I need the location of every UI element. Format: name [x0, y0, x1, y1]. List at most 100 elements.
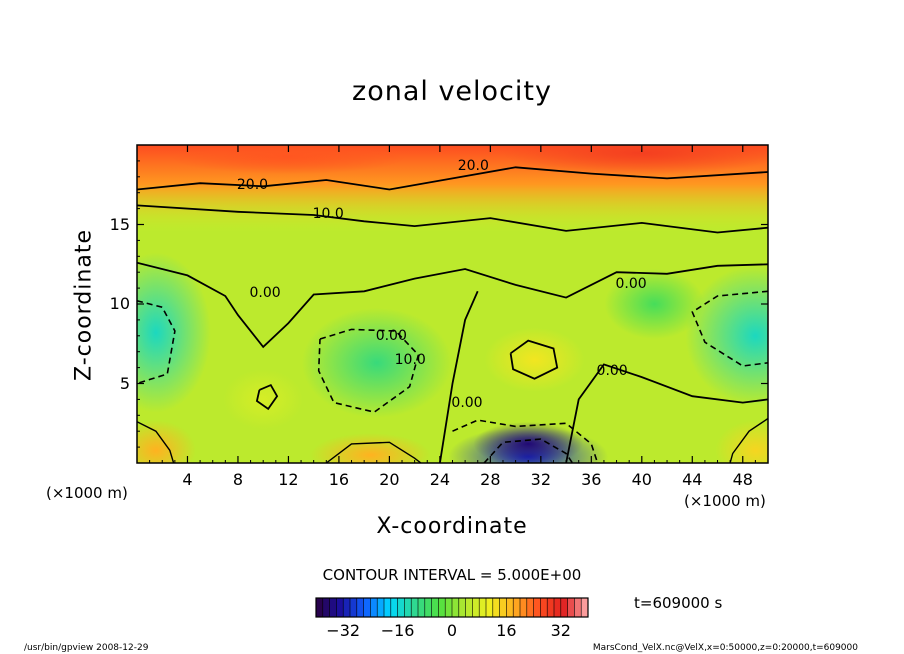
x-tick-label: 8: [232, 470, 244, 489]
colorbar-segment: [526, 598, 534, 617]
heatmap-warm-cell: [223, 369, 304, 430]
contour-line-positive: [325, 441, 422, 463]
colorbar-segment: [343, 598, 351, 617]
contour-label: 10.0: [312, 205, 344, 222]
heatmap-cold-cell: [604, 269, 705, 339]
y-tick-label: 5: [119, 373, 130, 393]
contour-line-positive: [729, 417, 768, 463]
heatmap-warm-cell: [484, 327, 585, 392]
colorbar-segment: [520, 598, 528, 617]
contour-line-negative: [691, 290, 768, 367]
x-tick-label: 40: [631, 470, 652, 489]
colorbar-segment: [533, 598, 541, 617]
contour-label: 10.0: [394, 352, 426, 369]
x-tick-label: 12: [278, 470, 299, 489]
x-tick-label: 44: [682, 470, 703, 489]
colorbar-segment: [445, 598, 453, 617]
contour-label: 20.0: [236, 177, 269, 194]
contour-line-0: [137, 261, 768, 349]
colorbar-segment: [581, 598, 589, 617]
colorbar-segment: [472, 598, 480, 617]
colorbar-segment: [431, 598, 439, 617]
colorbar-segment: [329, 598, 337, 617]
colorbar-tick-label: −16: [380, 621, 415, 640]
x-tick-label: 32: [530, 470, 551, 489]
colorbar-segment: [458, 598, 466, 617]
footer-right: MarsCond_VelX.nc@VelX,x=0:50000,z=0:2000…: [592, 643, 858, 653]
contour-line-negative: [137, 300, 176, 385]
contour-label: 20.0: [457, 158, 489, 175]
heatmap-cold-cell: [473, 421, 584, 463]
colorbar-segment: [377, 598, 385, 617]
x-tick-label: 4: [182, 470, 193, 489]
y-tick-label: 10: [109, 294, 130, 313]
y-axis-unit: (×1000 m): [46, 484, 128, 502]
colorbar-segment: [574, 598, 582, 617]
contour-line-0: [439, 290, 479, 463]
contour-line-warm-cell: [255, 383, 279, 411]
colorbar-segment: [554, 598, 562, 617]
colorbar-segment: [465, 598, 473, 617]
x-axis-unit: (×1000 m): [684, 492, 766, 510]
colorbar-segment: [424, 598, 432, 617]
colorbar-segment: [547, 598, 555, 617]
colorbar-segment: [370, 598, 378, 617]
colorbar-segment: [499, 598, 507, 617]
x-axis-label: X-coordinate: [376, 514, 528, 539]
colorbar-frame: [315, 597, 589, 618]
time-label: t=609000 s: [634, 594, 723, 612]
colorbar-segment: [363, 598, 371, 617]
colorbar-segment: [452, 598, 460, 617]
x-tick-label: 24: [429, 470, 451, 489]
x-tick-label: 28: [480, 470, 501, 489]
contour-line-0: [565, 363, 768, 463]
contour-label: 0.00: [249, 285, 281, 302]
colorbar-segment: [322, 598, 330, 617]
contour-label: 0.00: [615, 275, 647, 292]
colorbar-segment: [492, 598, 500, 617]
contour-line-warm-cell: [509, 339, 559, 380]
contour-lines: [137, 166, 768, 463]
colorbar-segment: [479, 598, 487, 617]
x-tick-label: 16: [328, 470, 350, 489]
colorbar-segment: [506, 598, 514, 617]
colorbar-segment: [567, 598, 575, 617]
heatmap-cold-cell: [685, 265, 768, 406]
colorbar-segment: [316, 598, 324, 617]
contour-line-negative: [452, 419, 599, 463]
colorbar-tick-label: 32: [550, 621, 571, 640]
x-tick-label: 36: [581, 470, 602, 489]
colorbar-segment: [336, 598, 344, 617]
contour-line-10: [137, 204, 768, 234]
heatmap-warm-patch: [501, 145, 768, 175]
contour-line-positive: [137, 421, 175, 463]
contour-line-negative: [317, 328, 420, 413]
colorbar-segment: [418, 598, 426, 617]
heatmap-warm-patch: [168, 145, 409, 175]
heatmap-cold-cell: [301, 307, 452, 418]
x-tick-label: 20: [379, 470, 400, 489]
contour-line-20: [137, 166, 768, 191]
chart-title: zonal velocity: [352, 76, 552, 107]
colorbar-segment: [397, 598, 405, 617]
contour-label: 0.00: [375, 328, 407, 345]
x-tick-label: 48: [732, 470, 753, 489]
colorbar-segment: [384, 598, 392, 617]
contour-label: 0.00: [596, 363, 628, 380]
colorbar-tick-label: −32: [326, 621, 361, 640]
colorbar-segment: [404, 598, 412, 617]
colorbar-segment: [411, 598, 419, 617]
footer-left: /usr/bin/gpview 2008-12-29: [24, 643, 149, 653]
colorbar-segment: [390, 598, 398, 617]
colorbar-segment: [356, 598, 364, 617]
colorbar-tick-label: 16: [496, 621, 517, 640]
colorbar-segment: [486, 598, 494, 617]
colorbar-segment: [540, 598, 548, 617]
y-axis-label: Z-coordinate: [71, 229, 97, 381]
colorbar-segment: [350, 598, 358, 617]
heatmap-warm-cell: [310, 433, 431, 463]
colorbar-segment: [438, 598, 446, 617]
colorbar-tick-label: 0: [446, 621, 458, 640]
y-tick-label: 15: [109, 214, 130, 234]
